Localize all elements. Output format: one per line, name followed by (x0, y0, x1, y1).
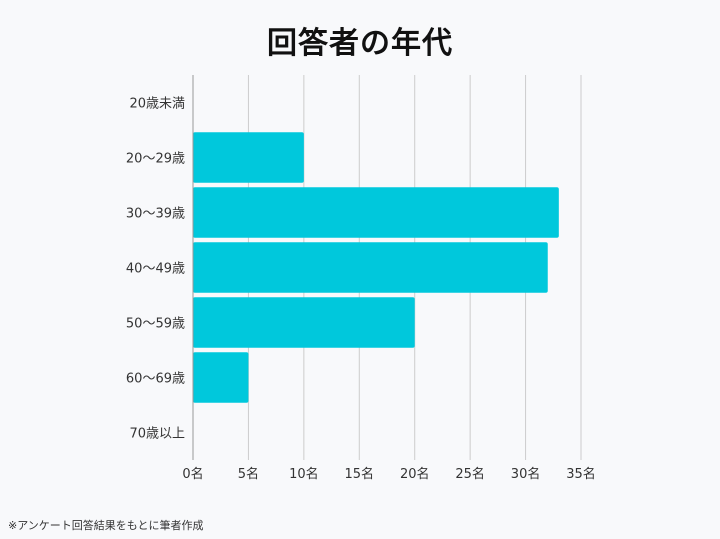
labels: 0名 5名 10名 15名 20名 25名 30名 35名 20歳未満 20〜29歳 30〜39歳 4… (126, 97, 596, 483)
footnote: ※アンケート回答結果をもとに筆者作成 (8, 519, 204, 532)
category-label: 50〜59歳 (126, 317, 185, 332)
category-label: 70歳以上 (129, 427, 185, 442)
x-tick-label: 20名 (400, 466, 430, 482)
category-label: 20歳未満 (129, 97, 185, 112)
x-tick-label: 15名 (345, 466, 375, 482)
category-label: 30〜39歳 (126, 207, 185, 222)
category-label: 60〜69歳 (126, 372, 185, 387)
chart-title: 回答者の年代 (267, 26, 453, 61)
x-tick-label: 10名 (289, 466, 319, 482)
category-label: 40〜49歳 (126, 262, 185, 277)
x-tick-label: 35名 (566, 466, 596, 482)
bars (193, 132, 559, 403)
bar (193, 352, 249, 403)
bar (193, 132, 304, 183)
bar (193, 242, 548, 293)
x-tick-label: 25名 (455, 466, 485, 482)
bar (193, 187, 559, 238)
x-tick-label: 0名 (182, 466, 203, 482)
category-label: 20〜29歳 (126, 152, 185, 167)
x-tick-label: 30名 (511, 466, 541, 482)
bar (193, 297, 415, 348)
x-tick-label: 5名 (238, 466, 259, 482)
